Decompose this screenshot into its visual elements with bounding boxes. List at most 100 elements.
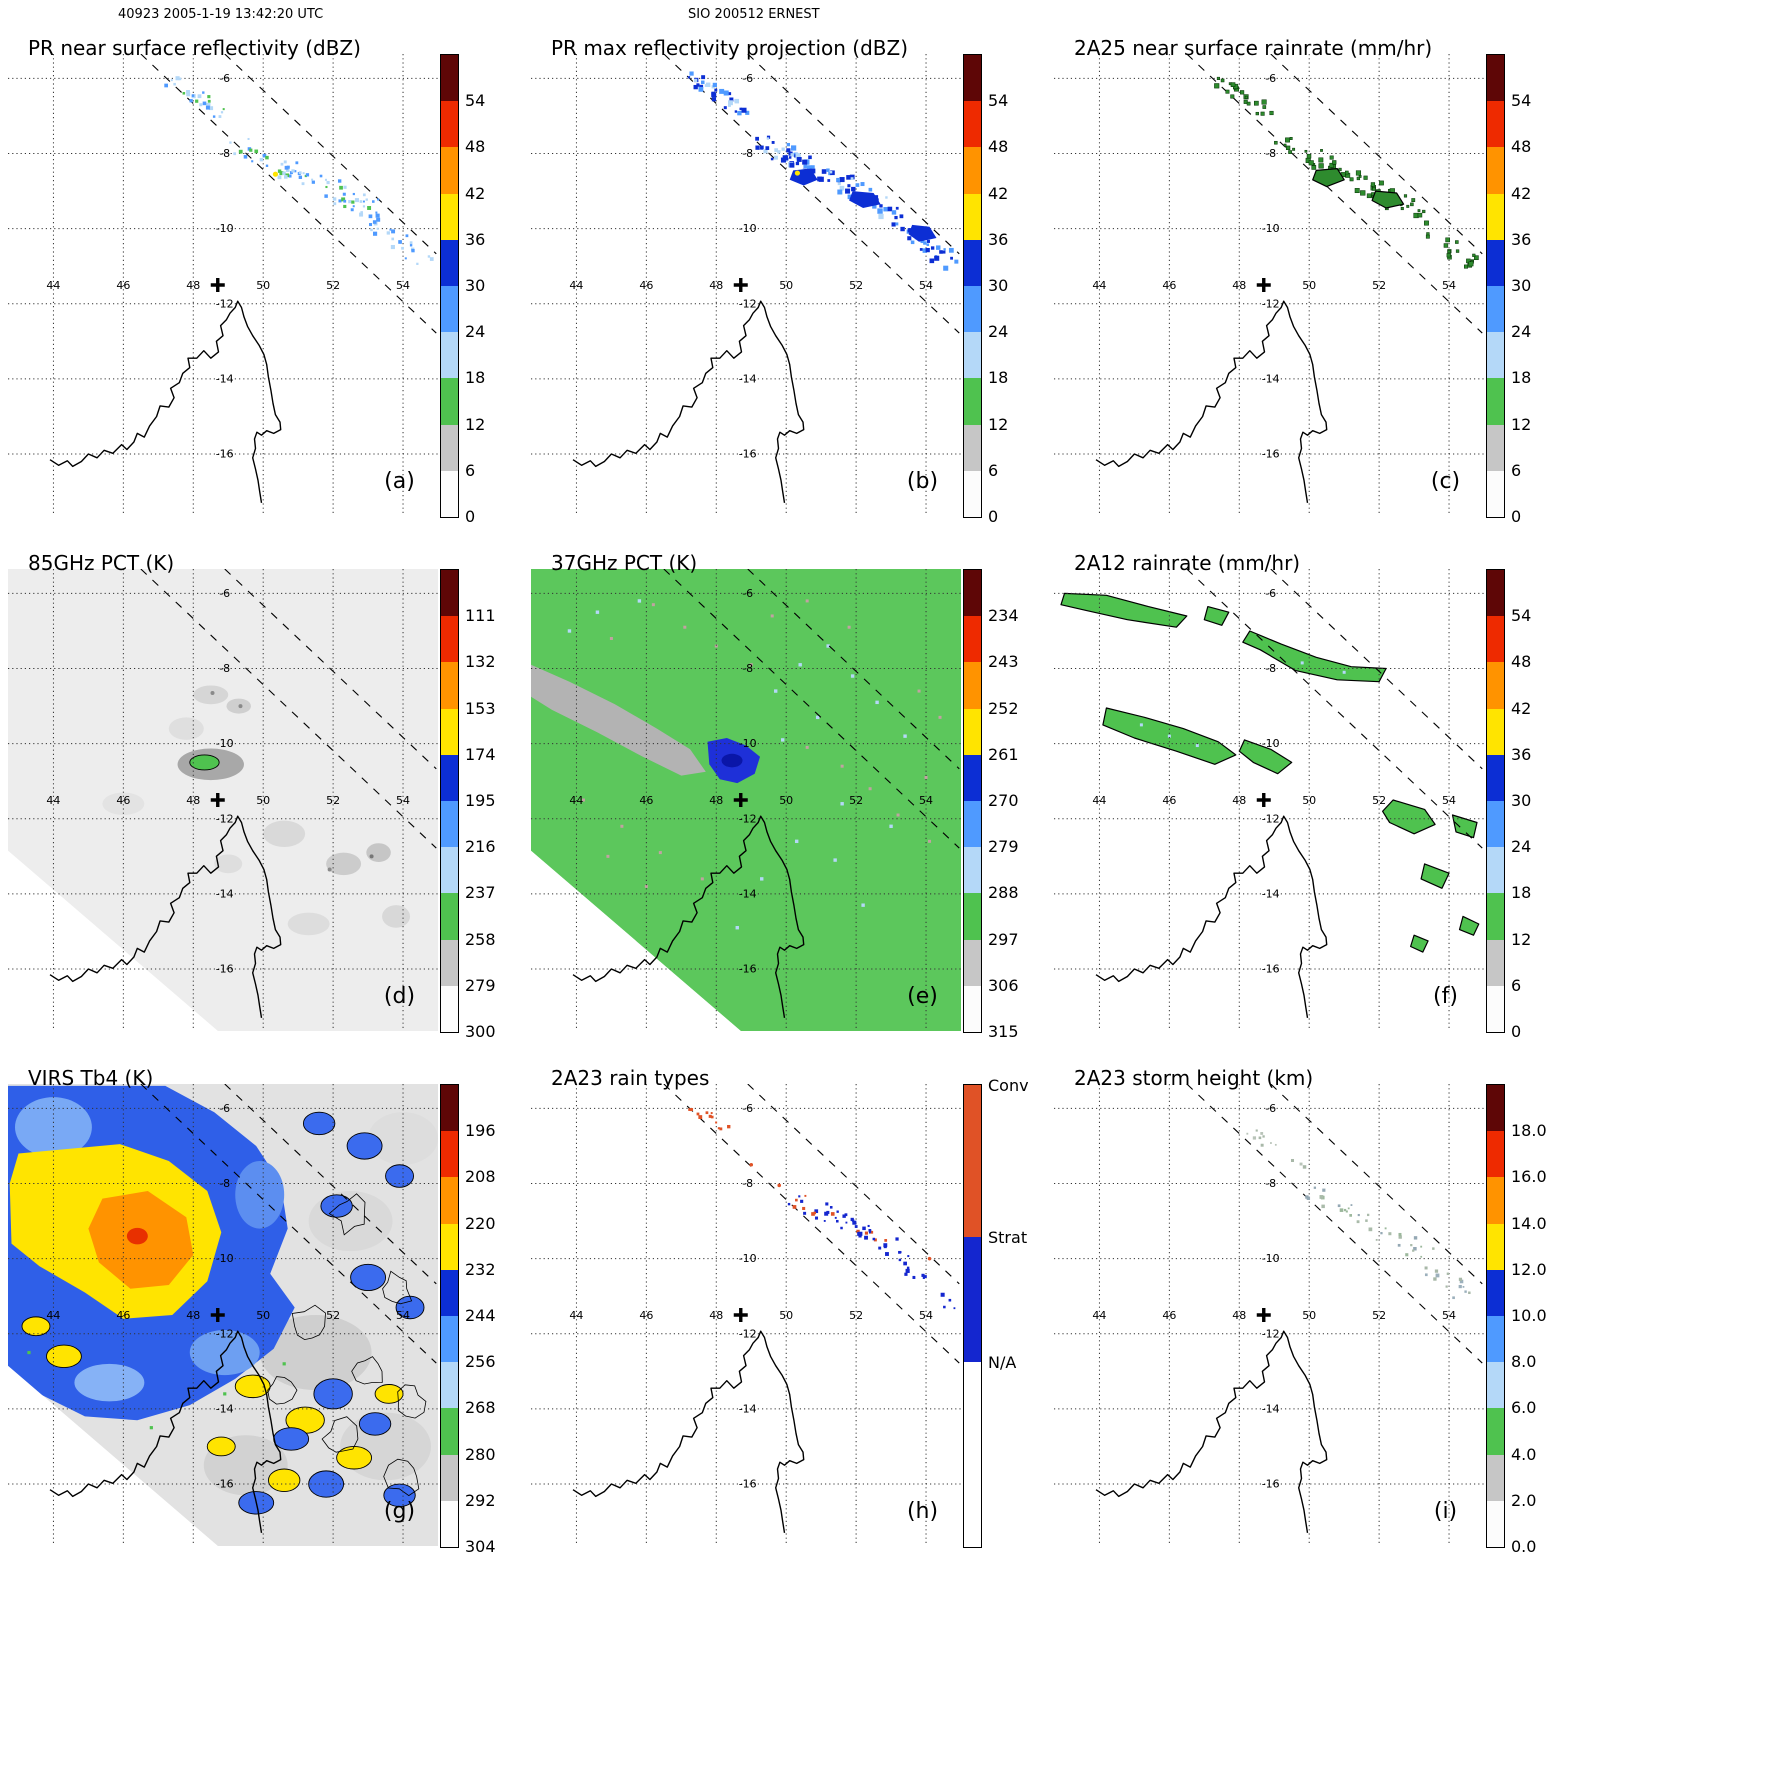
colorbar-segment (1487, 662, 1504, 709)
colorbar-tick: 54 (1511, 606, 1532, 626)
panel-title-f: 2A12 rainrate (mm/hr) (1074, 551, 1301, 575)
lon-tick-label: 48 (709, 1309, 723, 1322)
lat-tick-label: -8 (1265, 1177, 1276, 1190)
colorbar-bar (963, 54, 982, 518)
panel-f: 2A12 rainrate (mm/hr) 44 46 48 50 52 54 -6 -8 -10… (1046, 541, 1569, 1056)
colorbar-tick: 42 (988, 183, 1009, 203)
lat-tick-label: -12 (739, 1327, 757, 1340)
map-plot-i: 44 46 48 50 52 54 -6 -8 -10 -12 -14 -16 (i) (1054, 1084, 1484, 1546)
colorbar-tick: 36 (988, 229, 1009, 249)
lat-tick-label: -12 (1262, 297, 1280, 310)
colorbar-segment (441, 985, 458, 1032)
lat-tick-label: -8 (742, 662, 753, 675)
coastline (1095, 1330, 1328, 1534)
coastline (1095, 300, 1328, 504)
colorbar-e: 234 243 252 261 270 279 288 297 306 315 (963, 569, 1045, 1043)
colorbar-segment (964, 193, 981, 240)
colorbar-tick: 196 (465, 1121, 496, 1141)
lon-tick-label: 48 (186, 794, 200, 807)
colorbar-i: 18.0 16.0 14.0 12.0 10.0 8.0 6.0 4.0 2.0 0.0 (1486, 1084, 1568, 1558)
colorbar-segment (441, 570, 458, 617)
colorbar-segment (1487, 1085, 1504, 1132)
colorbar-segment (441, 800, 458, 848)
lat-tick-label: -16 (216, 448, 234, 461)
colorbar-tick: 288 (988, 883, 1019, 903)
coastline (49, 1330, 282, 1534)
panel-letter: (g) (384, 1499, 415, 1524)
colorbar-tick: 48 (1511, 652, 1532, 672)
colorbar-tick: 315 (988, 1022, 1019, 1041)
colorbar-segment (441, 1223, 458, 1270)
grid-lines (8, 569, 438, 1031)
lon-tick-label: 48 (1232, 279, 1246, 292)
header-storm-id: SIO 200512 ERNEST (688, 7, 820, 22)
colorbar-segment (1487, 1223, 1504, 1270)
lat-tick-label: -6 (219, 72, 230, 85)
colorbar-tick: 304 (465, 1537, 496, 1556)
panel-letter: (d) (384, 984, 415, 1009)
swath-edge-line (663, 569, 960, 849)
lat-tick-label: -6 (742, 587, 753, 600)
colorbar-tick: 36 (465, 229, 486, 249)
lat-tick-label: -6 (742, 1102, 753, 1115)
colorbar-segment (964, 893, 981, 940)
colorbar-segment (441, 101, 458, 148)
colorbar-segment (1487, 101, 1504, 148)
panel-g: VIRS Tb4 (K) 44 46 48 50 52 54 -6 -8 -10 -12 -14 -16… (0, 1056, 523, 1571)
swath-edge-line (224, 54, 437, 255)
lat-tick-label: -14 (1262, 1402, 1280, 1415)
panel-title-i: 2A23 storm height (km) (1074, 1066, 1314, 1090)
colorbar-segment (441, 424, 458, 471)
colorbar-segment (441, 193, 458, 240)
colorbar-tick: 6 (465, 460, 476, 480)
grid-lines (531, 54, 961, 516)
colorbar-bar (963, 569, 982, 1033)
lat-tick-label: -8 (1265, 662, 1276, 675)
colorbar-segment (441, 1500, 458, 1547)
colorbar-tick: 300 (465, 1022, 496, 1041)
colorbar-tick: 6 (1511, 460, 1522, 480)
panel-a: PR near surface reflectivity (dBZ) 44 46 48… (0, 26, 523, 541)
colorbar-segment (441, 1362, 458, 1409)
lat-tick-label: -10 (1262, 737, 1280, 750)
panel-h: 2A23 rain types 44 46 48 50 52 54 -6 -8 -10 -12 -14… (523, 1056, 1046, 1571)
lon-tick-label: 44 (46, 794, 60, 807)
colorbar-tick: 270 (988, 791, 1019, 810)
grid-lines (531, 1084, 961, 1546)
colorbar-tick: 0 (988, 507, 999, 526)
colorbar-segment (1487, 1500, 1504, 1547)
colorbar-segment (1487, 1131, 1504, 1178)
colorbar-segment (964, 708, 981, 755)
panel-e: 37GHz PCT (K) 44 46 48 50 52 54 -6 -8 -10 -12 -14 -1… (523, 541, 1046, 1056)
colorbar-segment (441, 1269, 458, 1316)
lat-tick-label: -10 (1262, 1252, 1280, 1265)
colorbar-tick: 54 (988, 91, 1009, 111)
lon-tick-label: 44 (1092, 794, 1106, 807)
colorbar-bar (440, 1084, 459, 1548)
lon-tick-label: 52 (849, 279, 863, 292)
colorbar-segment (441, 1408, 458, 1455)
colorbar-tick: 16.0 (1511, 1167, 1547, 1187)
colorbar-segment (964, 55, 981, 102)
lat-tick-label: -16 (739, 963, 757, 976)
colorbar-tick: 10.0 (1511, 1306, 1547, 1325)
lat-tick-label: -10 (739, 1252, 757, 1265)
colorbar-tick: 2.0 (1511, 1490, 1537, 1510)
lat-tick-label: -6 (1265, 72, 1276, 85)
colorbar-tick: 54 (465, 91, 486, 111)
colorbar-segment (441, 847, 458, 894)
lon-tick-label: 54 (1442, 1309, 1456, 1322)
colorbar-tick: 48 (1511, 137, 1532, 157)
colorbar-segment (1487, 708, 1504, 755)
colorbar-tick: 18 (988, 368, 1009, 388)
panel-letter: (a) (384, 469, 415, 494)
colorbar-b: 54 48 42 36 30 24 18 12 6 0 (963, 54, 1045, 528)
colorbar-segment (441, 378, 458, 425)
swath-edge-line (140, 1084, 437, 1364)
lat-tick-label: -12 (1262, 1327, 1280, 1340)
lon-tick-label: 50 (256, 794, 270, 807)
swath-edge-line (663, 54, 960, 334)
lat-tick-label: -16 (739, 1478, 757, 1491)
header-orbit-time: 40923 2005-1-19 13:42:20 UTC (118, 7, 324, 22)
